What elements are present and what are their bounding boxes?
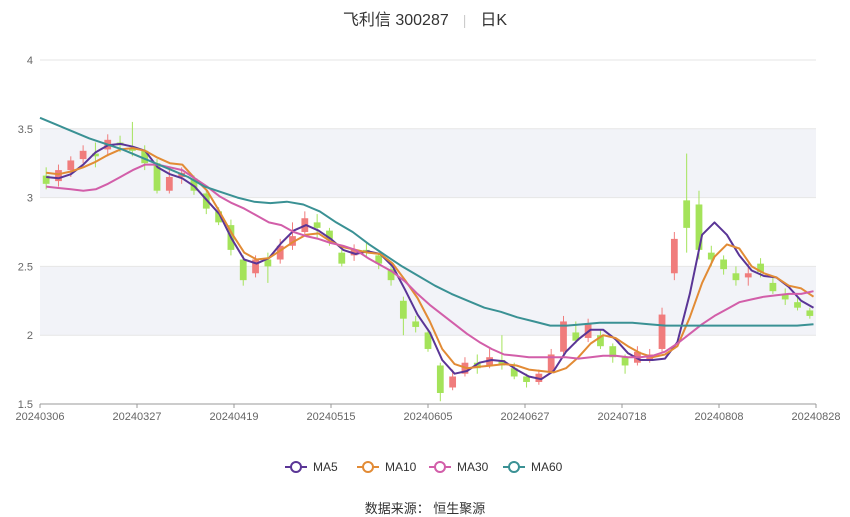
candle-body	[473, 362, 481, 369]
stock-name: 飞利信 300287	[342, 12, 449, 29]
candle-body	[670, 238, 678, 274]
candle-body	[141, 150, 149, 164]
candle-body	[572, 332, 580, 341]
x-tick-label: 20240419	[210, 411, 259, 423]
candle-body	[794, 302, 801, 308]
y-tick-label: 3.5	[18, 124, 33, 136]
legend-label: MA10	[385, 460, 417, 474]
legend-marker	[508, 461, 520, 473]
x-tick-label: 20240306	[16, 411, 65, 423]
candle-body	[560, 321, 567, 352]
candle-body	[769, 282, 777, 292]
candle-body	[215, 211, 222, 223]
data-source: 数据来源： 恒生聚源	[364, 501, 486, 516]
series-line-ma10	[46, 147, 815, 374]
candle-body	[289, 236, 296, 246]
title-separator: |	[462, 12, 467, 28]
candle-body	[757, 263, 764, 272]
candle-body	[412, 321, 420, 327]
candle-body	[276, 245, 284, 260]
candle-body	[67, 160, 75, 171]
x-tick-label: 20240627	[501, 411, 550, 423]
candle-body	[695, 204, 703, 250]
candle-body	[720, 259, 728, 270]
candle-body	[707, 252, 715, 260]
x-tick-label: 20240828	[792, 411, 841, 423]
candle-body	[597, 335, 604, 347]
candle-body	[732, 273, 740, 281]
candle-body	[202, 193, 210, 209]
x-tick-label: 20240808	[695, 411, 744, 423]
legend-marker	[434, 461, 446, 473]
y-tick-label: 2.5	[18, 261, 33, 273]
candle-body	[375, 255, 383, 264]
y-tick-label: 2	[27, 330, 33, 342]
series-line-ma5	[46, 142, 814, 381]
series-line-ma30	[46, 163, 814, 360]
candle-body	[424, 332, 432, 349]
candle-body	[498, 359, 506, 366]
candle-body	[547, 354, 555, 371]
candle-body	[165, 176, 173, 191]
candle-body	[781, 293, 789, 300]
candle-body	[683, 200, 691, 228]
legend-label: MA60	[531, 460, 563, 474]
candle-body	[658, 314, 666, 349]
candle-body	[523, 376, 530, 382]
candle-body	[252, 259, 259, 274]
candle-body	[153, 163, 161, 191]
candle-body	[326, 230, 333, 239]
candle-body	[621, 357, 629, 366]
candle-body	[264, 259, 272, 267]
candle-body	[313, 222, 321, 228]
period-label: 日K	[480, 12, 508, 29]
candle-body	[128, 148, 136, 151]
candle-body	[744, 273, 752, 278]
legend-marker	[290, 461, 302, 473]
candle-body	[190, 178, 198, 191]
candle-body	[387, 269, 395, 281]
candle-body	[55, 170, 62, 182]
y-tick-label: 4	[27, 55, 33, 67]
candle-body	[510, 368, 518, 377]
x-tick-label: 20240515	[307, 411, 356, 423]
candle-body	[239, 259, 247, 281]
x-tick-label: 20240327	[113, 411, 162, 423]
candle-body	[609, 346, 617, 358]
y-tick-label: 1.5	[18, 399, 33, 411]
candle-body	[449, 376, 457, 388]
series-line-ma60	[39, 116, 814, 327]
x-tick-label: 20240605	[404, 411, 453, 423]
x-tick-label: 20240718	[598, 411, 647, 423]
candle-body	[399, 300, 407, 319]
candle-body	[338, 252, 346, 264]
candle-body	[806, 310, 814, 316]
candle-body	[436, 365, 444, 393]
candle-body	[79, 150, 87, 160]
y-tick-label: 3	[27, 193, 33, 205]
chart-title: 飞利信 300287 | 日K	[0, 6, 850, 30]
candle-body	[92, 153, 99, 157]
legend-label: MA30	[457, 460, 489, 474]
legend-label: MA5	[313, 460, 338, 474]
candle-body	[42, 175, 50, 184]
legend-marker	[362, 461, 374, 473]
